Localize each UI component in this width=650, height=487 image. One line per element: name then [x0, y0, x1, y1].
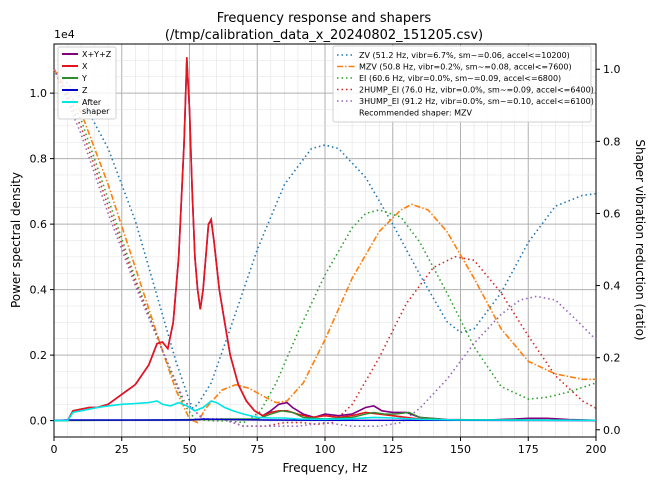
legend-label: MZV (50.8 Hz, vibr=0.2%, sm~=0.08, accel…: [359, 63, 572, 72]
chart-subtitle: (/tmp/calibration_data_x_20240802_151205…: [165, 28, 483, 43]
shaper-legend-box: [332, 45, 592, 123]
y-axis-left: 0.0 0.2 0.4 0.6 0.8 1.0: [30, 87, 54, 428]
y-left-tick-label: 0.0: [30, 415, 48, 428]
x-tick-label: 0: [51, 443, 58, 456]
x-tick-label: 150: [450, 443, 471, 456]
y-right-tick-label: 0.4: [603, 280, 621, 293]
legend-label: EI (60.6 Hz, vibr=0.0%, sm~=0.09, accel<…: [359, 74, 561, 83]
legend-label-line: After: [82, 98, 102, 107]
shaper-line-zv: [53, 68, 597, 410]
legend-label: X+Y+Z: [82, 50, 112, 59]
shaper-line-mzv: [53, 68, 596, 424]
y-right-tick-label: 0.0: [603, 424, 621, 437]
legend-label-line: X+Y+Z: [82, 50, 112, 59]
x-tick-label: 25: [115, 443, 129, 456]
x-axis: 0 25 50 75 100 125 150 175 200: [51, 437, 607, 456]
y-right-tick-label: 0.2: [603, 352, 621, 365]
y-left-tick-label: 1.0: [30, 87, 48, 100]
recommended-shaper: Recommended shaper: MZV: [359, 109, 473, 118]
psd-series: [53, 57, 597, 422]
y-axis-left-label: Power spectral density: [9, 172, 23, 308]
shaper-line-3hump-ei: [53, 68, 597, 427]
shaper-legend: ZV (51.2 Hz, vibr=6.7%, sm~=0.06, accel<…: [332, 45, 594, 123]
psd-line-after-shaper: [54, 400, 597, 422]
y-left-tick-label: 0.6: [30, 218, 48, 231]
y-left-tick-label: 0.2: [30, 349, 48, 362]
x-tick-label: 75: [250, 443, 264, 456]
legend-label-line: X: [82, 62, 88, 71]
y-axis-right-label: Shaper vibration reduction (ratio): [633, 139, 647, 340]
x-tick-label: 175: [518, 443, 539, 456]
legend-label: ZV (51.2 Hz, vibr=6.7%, sm~=0.06, accel<…: [359, 51, 570, 60]
shaper-series: [53, 68, 597, 427]
psd-legend: X+Y+Z XYZ After shaper: [57, 46, 117, 120]
gridlines: [53, 44, 597, 438]
legend-label-line: Z: [82, 86, 88, 95]
x-axis-label: Frequency, Hz: [283, 461, 368, 475]
legend-label-line: shaper: [82, 107, 110, 116]
legend-label: After shaper: [82, 98, 110, 116]
y-multiplier-label: 1e4: [54, 28, 75, 41]
y-right-tick-label: 1.0: [603, 63, 621, 76]
y-left-tick-label: 0.8: [30, 153, 48, 166]
x-tick-label: 50: [183, 443, 197, 456]
legend-label: 3HUMP_EI (91.2 Hz, vibr=0.0%, sm~=0.10, …: [359, 97, 594, 106]
y-right-tick-label: 0.8: [603, 135, 621, 148]
y-axis-right: 0.0 0.2 0.4 0.6 0.8 1.0: [596, 63, 621, 437]
y-left-tick-label: 0.4: [30, 284, 48, 297]
x-tick-label: 100: [315, 443, 336, 456]
legend-label: Y: [81, 74, 87, 83]
legend-label: X: [82, 62, 88, 71]
psd-line-x: [54, 57, 597, 422]
legend-label: Z: [82, 86, 88, 95]
psd-line-z: [53, 418, 597, 422]
legend-label: 2HUMP_EI (76.0 Hz, vibr=0.0%, sm~=0.09, …: [359, 86, 594, 95]
x-tick-label: 200: [586, 443, 607, 456]
y-right-tick-label: 0.6: [603, 207, 621, 220]
chart-title: Frequency response and shapers: [217, 11, 432, 26]
legend-label-line: Y: [81, 74, 87, 83]
x-tick-label: 125: [382, 443, 403, 456]
